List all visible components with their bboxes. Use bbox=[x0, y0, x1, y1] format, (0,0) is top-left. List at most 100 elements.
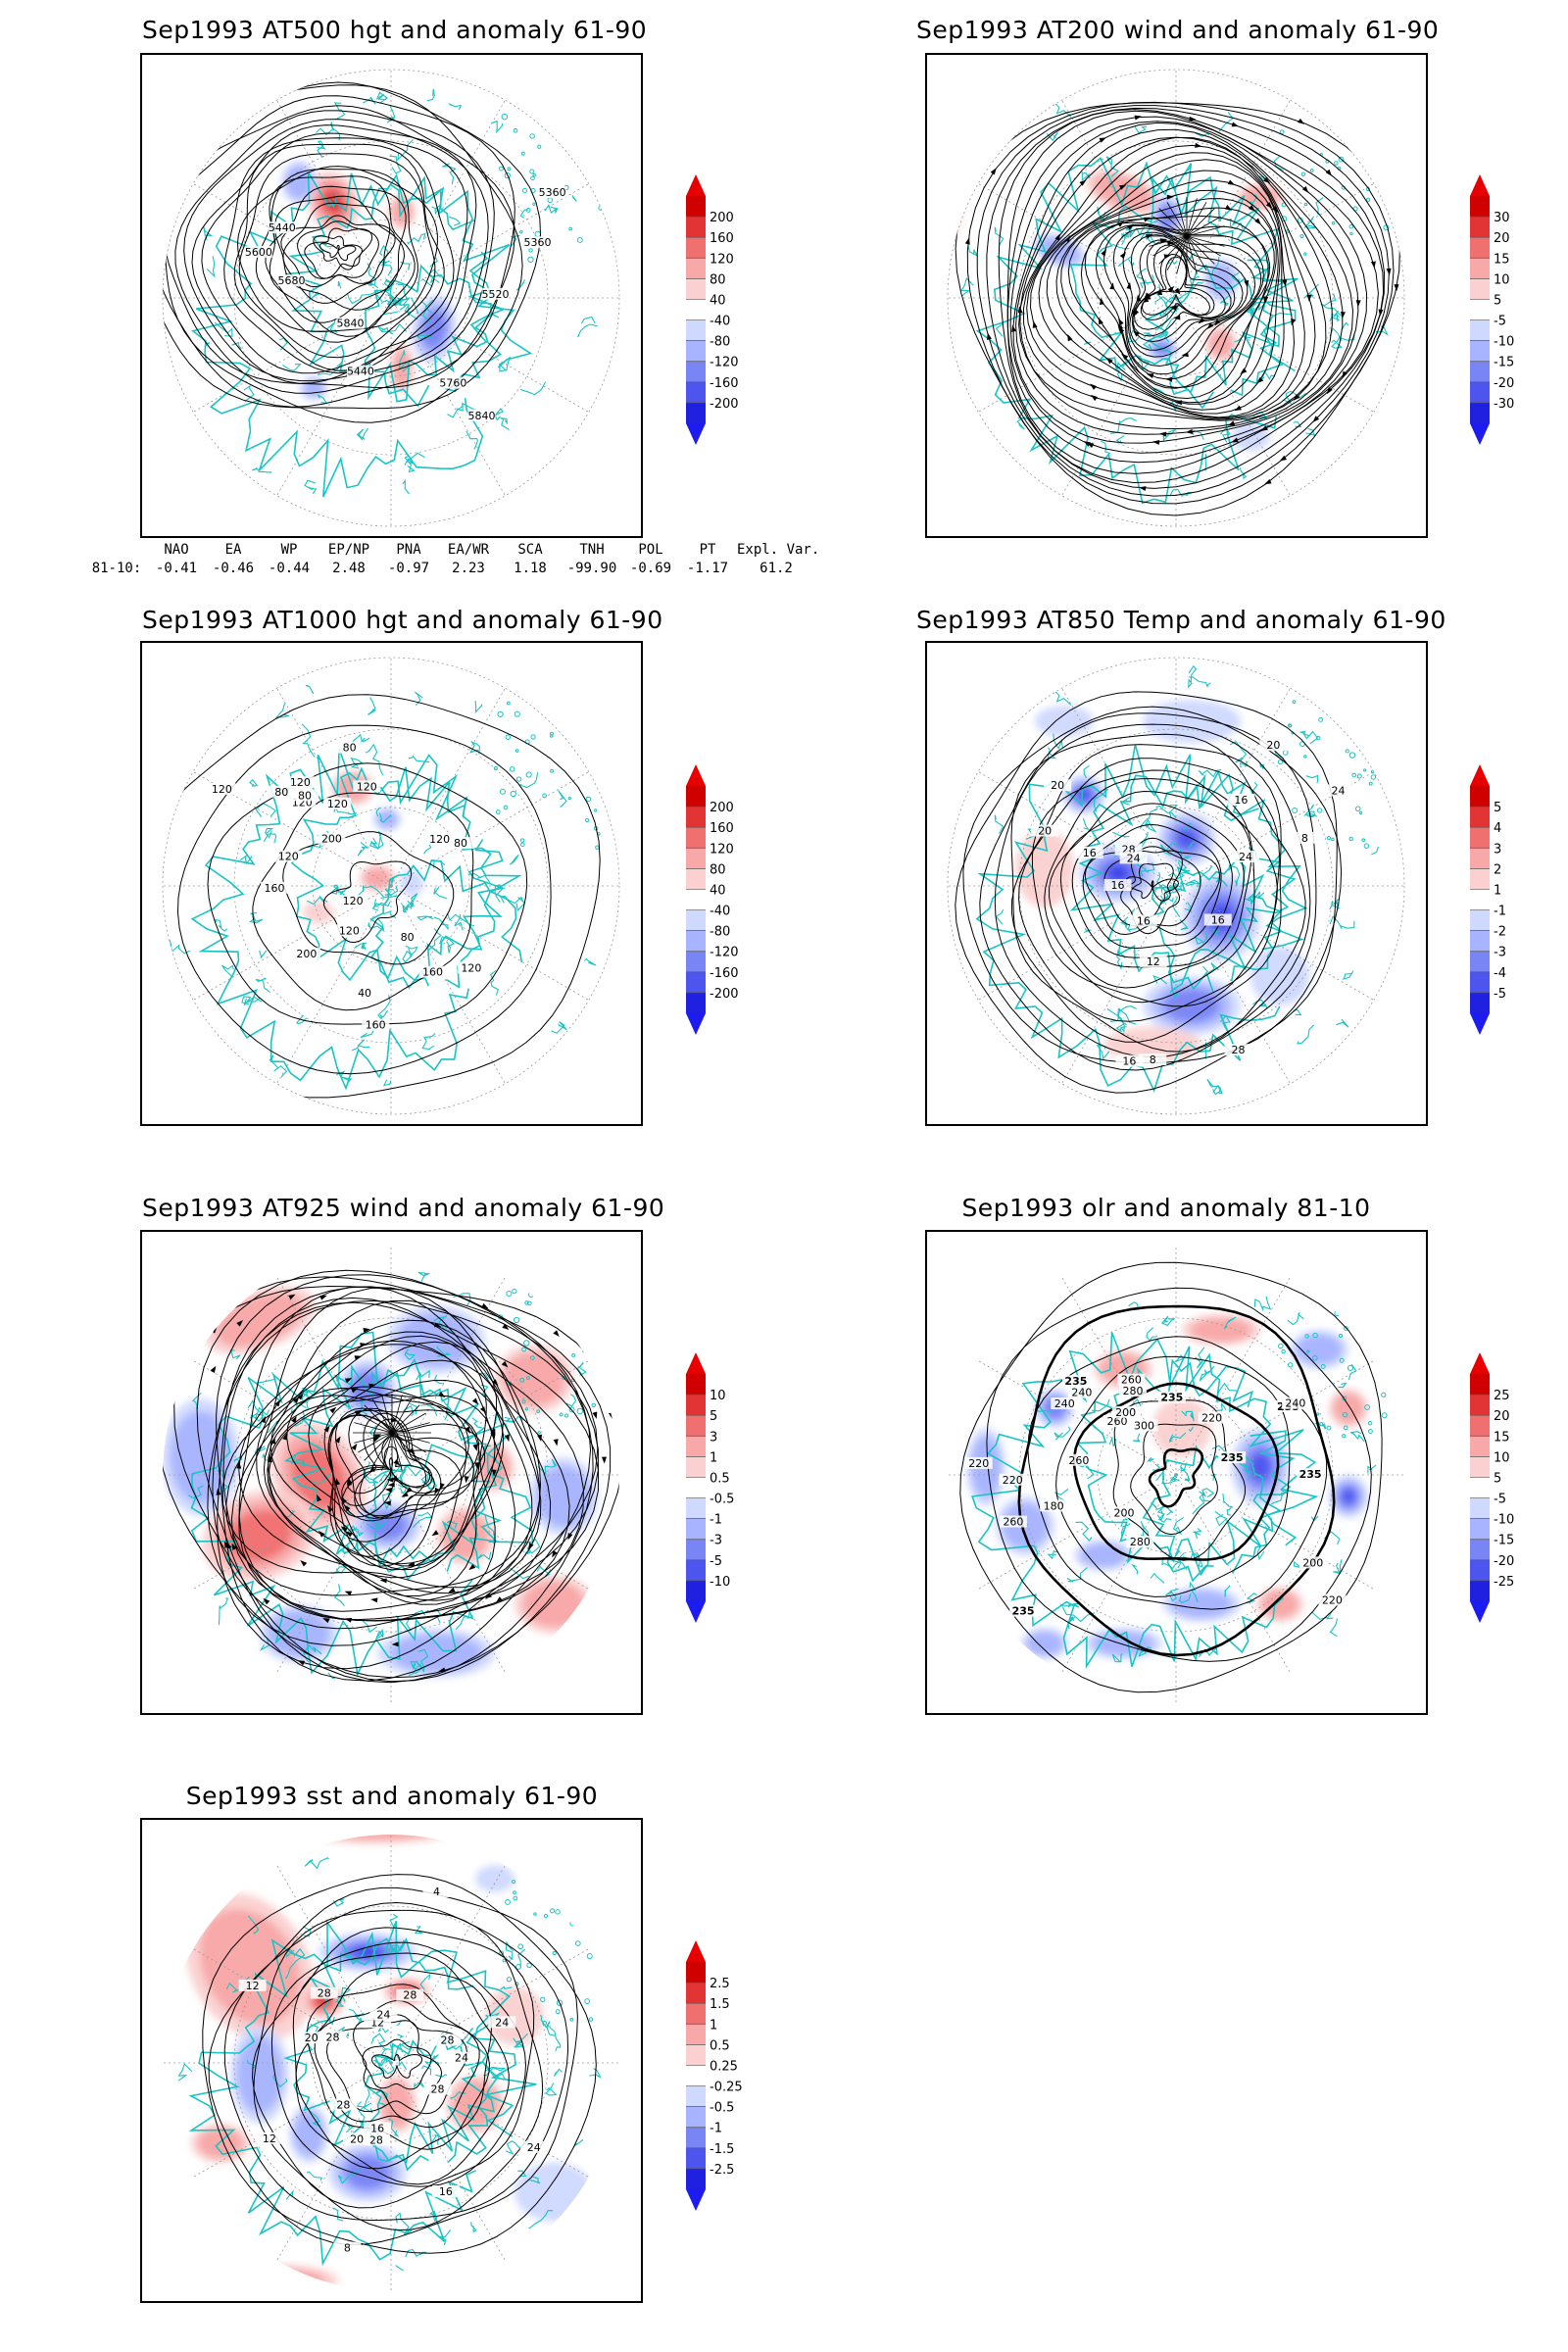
contour-label: 235 bbox=[1064, 1375, 1087, 1388]
contour-label: 28 bbox=[318, 1987, 331, 2000]
indices-header: SCA bbox=[517, 542, 543, 558]
contour-label: 20 bbox=[1051, 779, 1064, 792]
contour-label: 5760 bbox=[439, 377, 466, 390]
indices-header: EA bbox=[224, 542, 242, 558]
contour-label: 200 bbox=[296, 948, 317, 960]
contour-label: 260 bbox=[1068, 1454, 1089, 1467]
indices-header: NAO bbox=[164, 542, 189, 558]
colorbar-tick-label: -5 bbox=[1494, 987, 1506, 1002]
indices-header: PT bbox=[699, 542, 716, 558]
colorbar-tick-label: 25 bbox=[1494, 1389, 1510, 1403]
colorbar-tick-label: -5 bbox=[1494, 1493, 1506, 1507]
contour-label: 260 bbox=[1003, 1516, 1023, 1529]
colorbar: 200 160 120 80 40 -40 -80 -120 -160 -200 bbox=[676, 762, 745, 1037]
contour-label: 16 bbox=[1211, 913, 1225, 926]
contour-label: 300 bbox=[1134, 1419, 1154, 1432]
panel-title: Sep1993 AT500 hgt and anomaly 61-90 bbox=[142, 16, 648, 44]
colorbar-tick-label: -3 bbox=[1494, 946, 1506, 960]
contour-label: 240 bbox=[1054, 1397, 1075, 1410]
contour-label: 16 bbox=[1122, 1055, 1136, 1068]
contour-label: 280 bbox=[1123, 1385, 1144, 1397]
contour-label: 5840 bbox=[336, 318, 364, 330]
colorbar-tick-label: -5 bbox=[710, 1554, 722, 1569]
colorbar-tick-label: 5 bbox=[710, 1409, 717, 1424]
panel-title: Sep1993 AT850 Temp and anomaly 61-90 bbox=[916, 606, 1446, 634]
colorbar-tick-label: -30 bbox=[1494, 397, 1514, 412]
teleconnection-indices: NAO EA WP EP/NP PNA EA/WR SCA TNH POL PT Expl. Var… bbox=[86, 541, 820, 578]
colorbar-tick-label: -3 bbox=[710, 1534, 722, 1548]
map-panel-850temp: 16 12 8 16 16 8 24 20 16 28 24 20 16 16 28 24 20 bbox=[925, 641, 1428, 1126]
contour-label: 235 bbox=[1299, 1468, 1322, 1481]
colorbar-tick-label: 5 bbox=[1494, 293, 1501, 308]
indices-header: EP/NP bbox=[327, 542, 370, 558]
colorbar-tick-label: 80 bbox=[710, 272, 726, 287]
contour-label: 5600 bbox=[245, 246, 272, 259]
colorbar-tick-label: -20 bbox=[1494, 376, 1514, 391]
contour-label: 200 bbox=[1302, 1556, 1323, 1569]
colorbar-tick-label: 15 bbox=[1494, 252, 1510, 267]
panel-title: Sep1993 sst and anomaly 61-90 bbox=[185, 1782, 599, 1810]
contour-label: 120 bbox=[339, 924, 360, 937]
contour-label: 160 bbox=[422, 966, 443, 979]
indices-value: -99.90 bbox=[566, 561, 617, 576]
colorbar-tick-label: 1 bbox=[710, 2018, 717, 2033]
colorbar-tick-label: -40 bbox=[710, 905, 730, 919]
contour-label: 220 bbox=[1322, 1593, 1343, 1606]
contour-label: 28 bbox=[1232, 1044, 1246, 1056]
contour-label: 16 bbox=[1137, 914, 1151, 927]
indices-row-label: 81-10: bbox=[91, 561, 142, 576]
contour-label: 80 bbox=[343, 742, 357, 755]
colorbar-tick-label: -10 bbox=[710, 1575, 730, 1590]
contour-label: 235 bbox=[1221, 1451, 1244, 1464]
map-panel-1000hgt: 120 120 80 120 200 160 120 80 80 80 120 40 160 200 160… bbox=[140, 641, 643, 1126]
contour-label: 120 bbox=[357, 780, 377, 793]
colorbar: 5 4 3 2 1 -1 -2 -3 -4 -5 bbox=[1460, 762, 1529, 1037]
contour-label: 260 bbox=[1121, 1374, 1142, 1387]
contour-label: 220 bbox=[1201, 1411, 1222, 1424]
colorbar-tick-label: -160 bbox=[710, 376, 739, 391]
contour-label: 20 bbox=[350, 2132, 364, 2145]
panel-title: Sep1993 olr and anomaly 81-10 bbox=[961, 1194, 1371, 1222]
colorbar-tick-label: 3 bbox=[710, 1430, 717, 1445]
contour-label: 280 bbox=[1130, 1536, 1151, 1548]
contour-label: 28 bbox=[441, 2034, 455, 2047]
contour-label: 120 bbox=[278, 851, 299, 863]
colorbar-tick-label: -10 bbox=[1494, 335, 1514, 350]
colorbar-tick-label: 1 bbox=[710, 1450, 717, 1465]
map-panel-olr: 2802352402352002602202352202002602202351… bbox=[925, 1230, 1428, 1715]
contour-label: 220 bbox=[1003, 1474, 1023, 1487]
contour-label: 24 bbox=[495, 2016, 509, 2029]
contour-label: 120 bbox=[327, 798, 348, 810]
contour-label: 12 bbox=[263, 2132, 276, 2145]
colorbar-tick-label: -2 bbox=[1494, 925, 1506, 940]
colorbar-tick-label: -25 bbox=[1494, 1575, 1514, 1590]
contour-label: 28 bbox=[369, 2133, 383, 2146]
colorbar-tick-label: 10 bbox=[710, 1389, 726, 1403]
colorbar-tick-label: 200 bbox=[710, 211, 734, 225]
colorbar-tick-label: 10 bbox=[1494, 272, 1510, 287]
colorbar-tick-label: -15 bbox=[1494, 1534, 1514, 1548]
colorbar-tick-label: 120 bbox=[710, 252, 734, 267]
colorbar-tick-label: 0.25 bbox=[710, 2059, 738, 2074]
colorbar-tick-label: -2.5 bbox=[710, 2163, 734, 2178]
contour-label: 80 bbox=[454, 837, 467, 850]
colorbar-tick-label: 120 bbox=[710, 842, 734, 857]
panel-title: Sep1993 AT925 wind and anomaly 61-90 bbox=[142, 1194, 665, 1222]
colorbar-tick-label: 20 bbox=[1494, 231, 1510, 246]
colorbar-tick-label: 4 bbox=[1494, 821, 1501, 836]
contour-label: 28 bbox=[403, 1989, 416, 2002]
contour-label: 16 bbox=[1234, 794, 1248, 807]
contour-label: 180 bbox=[1044, 1499, 1064, 1512]
colorbar-tick-label: -120 bbox=[710, 356, 739, 370]
colorbar-tick-label: -10 bbox=[1494, 1513, 1514, 1528]
colorbar: 2.5 1.5 1 0.5 0.25 -0.25 -0.5 -1 -1.5 -2.5 bbox=[676, 1938, 745, 2213]
colorbar-tick-label: -40 bbox=[710, 315, 730, 329]
colorbar-tick-label: 30 bbox=[1494, 211, 1510, 225]
contour-label: 4 bbox=[433, 1886, 440, 1898]
colorbar-tick-label: -0.5 bbox=[710, 1493, 734, 1507]
contour-label: 120 bbox=[461, 961, 481, 974]
contour-label: 5360 bbox=[539, 186, 566, 199]
map-panel-sst: 28 28 24 20 24 20 16 12 12 28 24 28 16 12 8 4 28 28 28 24 bbox=[140, 1818, 643, 2303]
colorbar-tick-label: 0.5 bbox=[710, 2038, 730, 2053]
contour-label: 200 bbox=[321, 833, 342, 846]
